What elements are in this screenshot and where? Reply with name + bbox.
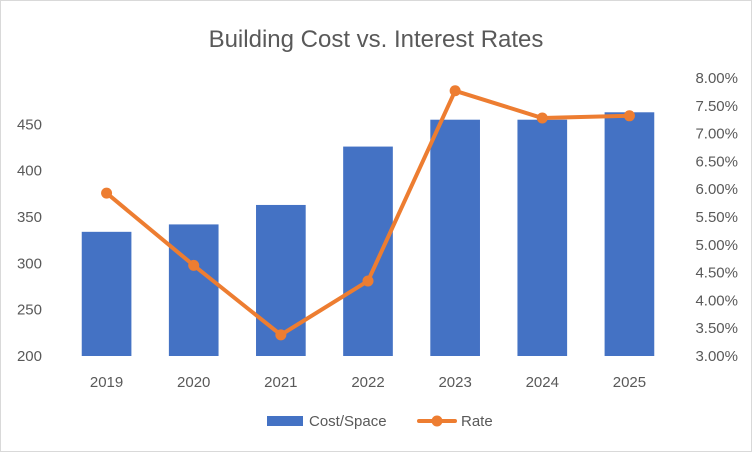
y-right-tick-label: 4.50% xyxy=(695,265,738,282)
x-tick-label: 2019 xyxy=(90,374,123,391)
bar-2025 xyxy=(604,112,655,356)
bar-2024 xyxy=(517,119,568,356)
legend-label-cost-space: Cost/Space xyxy=(309,413,387,430)
y-right-tick-label: 7.50% xyxy=(695,98,738,115)
rate-point-2024 xyxy=(536,112,548,124)
y-left-tick-label: 200 xyxy=(17,348,42,365)
y-left-tick-label: 450 xyxy=(17,116,42,133)
y-right-tick-label: 7.00% xyxy=(695,126,738,143)
x-axis-tick-labels: 2019 2020 2021 2022 2023 2024 2025 xyxy=(90,374,646,391)
bar-2022 xyxy=(343,146,393,356)
y-left-axis-tick-labels: 200 250 300 350 400 450 xyxy=(17,116,42,365)
y-right-tick-label: 3.00% xyxy=(695,348,738,365)
y-right-tick-label: 4.00% xyxy=(695,292,738,309)
x-tick-label: 2022 xyxy=(351,374,384,391)
y-left-tick-label: 400 xyxy=(17,163,42,180)
y-left-tick-label: 350 xyxy=(17,209,42,226)
bar-2019 xyxy=(81,231,132,356)
rate-point-2022 xyxy=(362,275,374,287)
x-tick-label: 2020 xyxy=(177,374,210,391)
rate-point-2019 xyxy=(101,187,113,199)
bar-2020 xyxy=(168,224,219,356)
rate-point-2025 xyxy=(623,110,635,122)
line-series-rate xyxy=(101,85,635,341)
y-right-tick-label: 6.50% xyxy=(695,153,738,170)
y-right-tick-label: 3.50% xyxy=(695,320,738,337)
legend-swatch-cost-space xyxy=(267,416,303,426)
y-left-tick-label: 250 xyxy=(17,302,42,319)
x-tick-label: 2021 xyxy=(264,374,297,391)
y-right-tick-label: 5.00% xyxy=(695,237,738,254)
x-tick-label: 2024 xyxy=(526,374,559,391)
legend-swatch-rate-marker xyxy=(431,415,443,427)
y-right-axis-tick-labels: 3.00% 3.50% 4.00% 4.50% 5.00% 5.50% 6.00% 6.50%… xyxy=(695,70,738,365)
rate-point-2023 xyxy=(449,85,461,97)
rate-point-2021 xyxy=(275,329,287,341)
bar-series-cost-space xyxy=(81,112,655,356)
chart-title: Building Cost vs. Interest Rates xyxy=(209,26,544,53)
y-right-tick-label: 5.50% xyxy=(695,209,738,226)
legend: Cost/Space Rate xyxy=(267,413,493,430)
bar-2023 xyxy=(430,119,480,356)
rate-point-2020 xyxy=(188,259,200,271)
y-right-tick-label: 8.00% xyxy=(695,70,738,87)
x-tick-label: 2023 xyxy=(438,374,471,391)
legend-label-rate: Rate xyxy=(461,413,493,430)
y-right-tick-label: 6.00% xyxy=(695,181,738,198)
y-left-tick-label: 300 xyxy=(17,255,42,272)
x-tick-label: 2025 xyxy=(613,374,646,391)
